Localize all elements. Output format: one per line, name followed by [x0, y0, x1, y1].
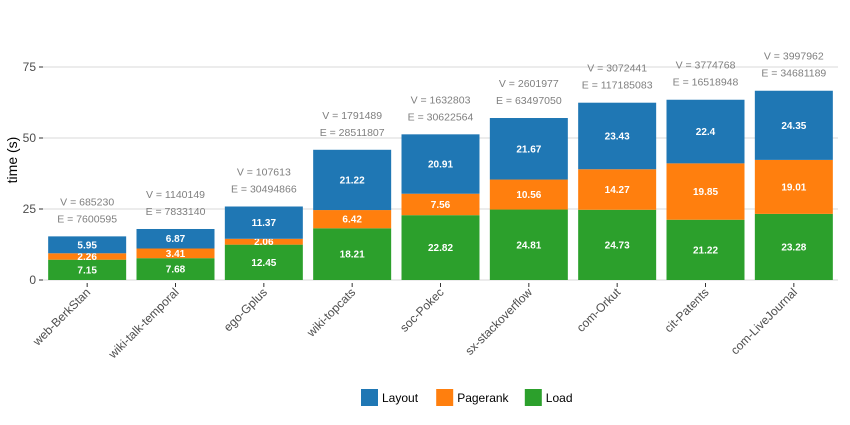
bar-value-label: 6.42: [342, 215, 362, 226]
bar-value-label: 12.45: [251, 258, 276, 269]
bar-value-label: 7.15: [77, 265, 97, 276]
y-tick-label: 0: [29, 273, 36, 287]
x-tick-label: cit-Patents: [662, 285, 712, 335]
bar-value-label: 21.22: [693, 245, 718, 256]
x-tick-label: sx-stackoverflow: [462, 285, 535, 358]
bar-value-label: 19.01: [781, 182, 806, 193]
bar-load: [578, 209, 657, 280]
annotation-vertices: V = 685230: [60, 196, 114, 208]
bar-layout: [48, 236, 127, 254]
legend: Layout Pagerank Load: [361, 389, 573, 406]
x-tick-label: ego-Gplus: [221, 285, 270, 334]
bar-value-label: 19.85: [693, 187, 718, 198]
bar-load: [136, 258, 215, 280]
bar-load: [313, 228, 392, 280]
bar-value-label: 21.67: [516, 144, 541, 155]
annotation-vertices: V = 1140149: [146, 189, 205, 201]
bar-value-label: 7.68: [166, 265, 186, 276]
annotation-edges: E = 30494866: [231, 184, 297, 196]
y-axis-title: time (s): [4, 137, 20, 184]
bars: 7.15 2.265.95 7.68 3.41 6.87 12.45 2.06 11.37 18…: [48, 90, 833, 280]
x-tick-label: web-BerkStan: [29, 285, 93, 349]
legend-label: Layout: [382, 391, 419, 405]
annotation-vertices: V = 2601977: [499, 78, 559, 90]
y-axis: 0 25 50 75: [23, 60, 43, 287]
bar-pagerank: [578, 169, 657, 210]
bar-value-label: 3.41: [166, 249, 186, 260]
bar-value-label: 10.56: [516, 190, 541, 201]
bar-pagerank: [136, 248, 215, 259]
bar-load: [48, 259, 127, 280]
bar-load: [754, 213, 833, 280]
bar-load: [401, 215, 480, 280]
legend-swatch-load: [524, 389, 542, 406]
bar-load: [666, 219, 745, 280]
bar-value-label: 22.82: [428, 243, 453, 254]
bar-value-label: 22.4: [696, 127, 716, 138]
annotation-edges: E = 28511807: [320, 127, 385, 139]
bar-value-label: 7.56: [431, 200, 451, 211]
bar-layout: [666, 99, 745, 164]
bar-value-label: 14.27: [605, 185, 630, 196]
x-tick-label: wiki-topcats: [303, 285, 358, 340]
legend-label: Pagerank: [457, 391, 509, 405]
bar-value-label: 5.95: [77, 240, 97, 251]
bar-layout: [401, 134, 480, 194]
bar-value-label: 20.91: [428, 160, 453, 171]
bar-layout: [489, 118, 568, 180]
annotation-edges: E = 7833140: [146, 206, 206, 218]
legend-swatch-pagerank: [436, 389, 454, 406]
bar-value-label: 24.73: [605, 240, 630, 251]
bar-layout: [754, 90, 833, 160]
annotation-edges: E = 30622564: [408, 111, 474, 123]
bar-annotations: V = 685230 E = 7600595 V = 1140149 E = 7833…: [57, 51, 826, 226]
bar-value-label: 24.35: [781, 121, 806, 132]
bar-layout: [224, 206, 303, 239]
bar-pagerank: [48, 253, 127, 260]
annotation-vertices: V = 3072441: [587, 63, 647, 75]
bar-pagerank: [666, 163, 745, 220]
annotation-vertices: V = 107613: [237, 167, 291, 179]
bar-value-label: 18.21: [340, 250, 365, 261]
bar-value-label: 23.43: [605, 131, 630, 142]
y-tick-label: 25: [23, 202, 37, 216]
x-tick-label: com-LiveJournal: [728, 285, 800, 357]
bar-value-label: 2.26: [77, 252, 97, 263]
x-axis: web-BerkStan wiki-talk-temporal ego-Gplus w…: [29, 283, 800, 362]
bar-layout: [313, 149, 392, 211]
bar-pagerank: [754, 159, 833, 214]
x-tick-label: soc-Pokec: [397, 285, 447, 335]
annotation-vertices: V = 3774768: [676, 60, 736, 72]
bar-layout: [136, 228, 215, 249]
annotation-edges: E = 63497050: [496, 95, 562, 107]
legend-swatch-layout: [361, 389, 378, 406]
annotation-edges: E = 34681189: [761, 68, 826, 80]
y-tick-label: 75: [23, 60, 37, 74]
bar-value-label: 21.22: [340, 175, 365, 186]
annotation-edges: E = 7600595: [57, 213, 117, 225]
bar-pagerank: [224, 238, 303, 245]
bar-pagerank: [401, 193, 480, 216]
annotation-vertices: V = 1632803: [411, 94, 471, 106]
legend-label: Load: [546, 391, 573, 405]
annotation-edges: E = 117185083: [582, 80, 653, 92]
annotation-edges: E = 16518948: [673, 77, 739, 89]
bar-layout: [578, 102, 657, 170]
annotation-vertices: V = 3997962: [764, 51, 824, 63]
bar-value-label: 6.87: [166, 234, 186, 245]
bar-load: [224, 244, 303, 280]
y-tick-label: 50: [23, 131, 37, 145]
x-tick-label: com-Orkut: [574, 285, 624, 335]
bar-value-label: 2.06: [254, 237, 274, 248]
bar-value-label: 24.81: [516, 240, 541, 251]
bar-value-label: 11.37: [252, 218, 277, 229]
bar-pagerank: [489, 179, 568, 210]
x-tick-label: wiki-talk-temporal: [105, 285, 182, 362]
bar-value-label: 23.28: [781, 242, 806, 253]
bar-load: [489, 209, 568, 280]
annotation-vertices: V = 1791489: [322, 110, 382, 122]
bar-pagerank: [313, 210, 392, 229]
